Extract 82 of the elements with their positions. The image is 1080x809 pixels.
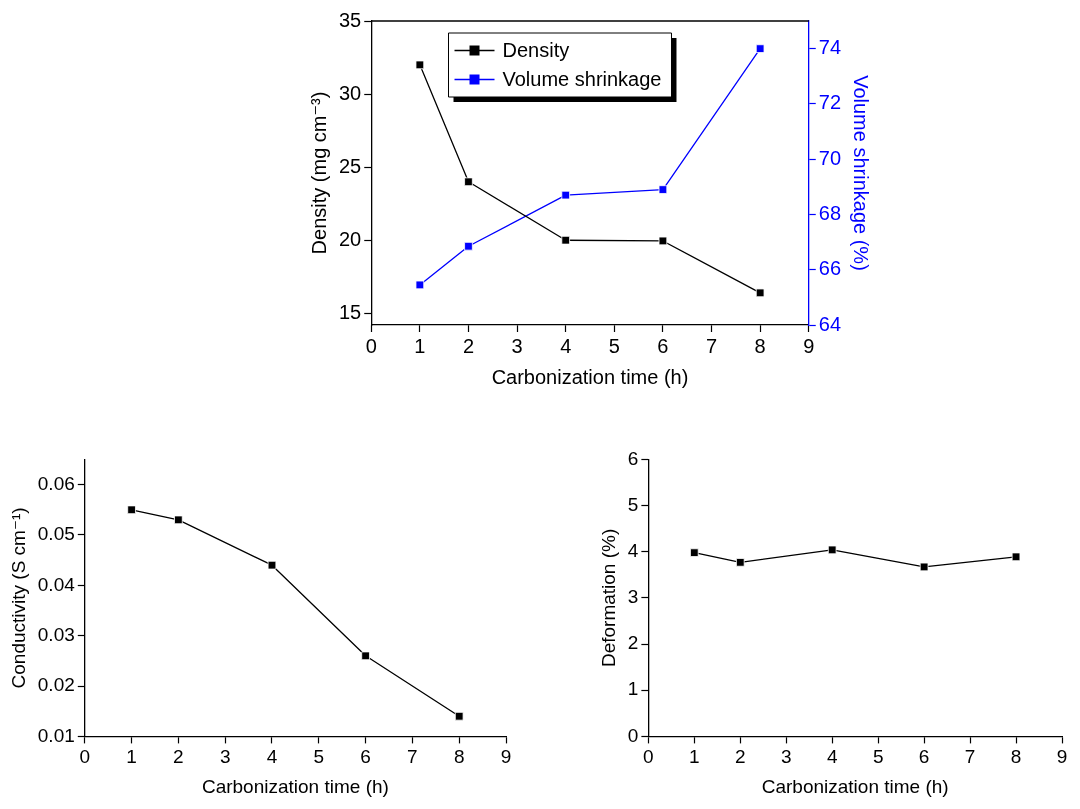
y-tick-label: 3 bbox=[627, 586, 639, 608]
x-tick-label: 8 bbox=[453, 746, 465, 768]
y-tick-label: 5 bbox=[627, 493, 639, 515]
x-tick-label: 6 bbox=[918, 746, 930, 768]
x-axis-title: Carbonization time (h) bbox=[761, 775, 949, 797]
point bbox=[1011, 552, 1021, 562]
x-axis-title: Carbonization time (h) bbox=[491, 365, 689, 388]
point bbox=[464, 177, 473, 187]
x-tick-label: 6 bbox=[657, 334, 669, 357]
y2-tick-label: 74 bbox=[818, 36, 841, 59]
y2-tick-label: 68 bbox=[818, 201, 841, 224]
y-tick-label: 1 bbox=[627, 678, 639, 700]
point bbox=[658, 185, 668, 194]
y-tick-label: 0.04 bbox=[37, 573, 76, 595]
point bbox=[919, 562, 929, 572]
x-tick-label: 2 bbox=[735, 746, 746, 768]
x-tick-label: 3 bbox=[219, 746, 231, 768]
point bbox=[454, 711, 464, 721]
y-axis-title: Density (mg cm⁻³) bbox=[307, 91, 330, 255]
x-tick-label: 4 bbox=[560, 334, 572, 357]
point bbox=[415, 60, 425, 70]
legend-label: Density bbox=[502, 39, 570, 62]
x-tick-label: 1 bbox=[689, 746, 700, 768]
y-tick-label: 15 bbox=[339, 300, 362, 323]
point bbox=[827, 545, 837, 555]
y-tick-label: 2 bbox=[627, 632, 639, 654]
point bbox=[267, 560, 277, 570]
point bbox=[755, 288, 765, 298]
x-tick-label: 5 bbox=[313, 746, 325, 768]
y-tick-label: 4 bbox=[627, 539, 639, 561]
x-tick-label: 7 bbox=[407, 746, 418, 768]
x-tick-label: 9 bbox=[803, 334, 815, 357]
x-tick-label: 1 bbox=[126, 746, 137, 768]
x-tick-label: 2 bbox=[462, 334, 475, 357]
x-tick-label: 0 bbox=[79, 746, 91, 768]
point bbox=[658, 236, 668, 246]
x-tick-label: 7 bbox=[964, 746, 976, 768]
y2-axis-title: Volume shrinkage (%) bbox=[850, 75, 873, 271]
x-tick-label: 7 bbox=[705, 334, 718, 357]
y-tick-label: 0.05 bbox=[37, 523, 75, 545]
point bbox=[736, 558, 745, 567]
point bbox=[755, 44, 765, 53]
x-axis-title: Carbonization time (h) bbox=[201, 775, 389, 797]
x-tick-label: 9 bbox=[500, 746, 512, 768]
y-tick-label: 30 bbox=[339, 81, 362, 104]
y2-tick-label: 70 bbox=[818, 146, 841, 169]
x-tick-label: 3 bbox=[780, 746, 792, 768]
point bbox=[415, 280, 425, 290]
x-tick-label: 1 bbox=[414, 334, 426, 357]
y-tick-label: 0.02 bbox=[37, 674, 75, 696]
x-tick-label: 2 bbox=[173, 746, 184, 768]
point bbox=[174, 515, 183, 525]
y-axis-title: Deformation (%) bbox=[597, 528, 619, 668]
y-tick-label: 6 bbox=[627, 447, 639, 469]
x-tick-label: 8 bbox=[754, 334, 766, 357]
y2-tick-label: 66 bbox=[818, 257, 841, 280]
legend-label: Volume shrinkage bbox=[502, 68, 662, 91]
point bbox=[464, 241, 473, 251]
y-tick-label: 0.01 bbox=[37, 724, 75, 746]
y-tick-label: 25 bbox=[339, 154, 362, 177]
x-tick-label: 9 bbox=[1056, 746, 1068, 768]
x-tick-label: 8 bbox=[1010, 746, 1022, 768]
y2-tick-label: 72 bbox=[818, 91, 841, 114]
x-tick-label: 0 bbox=[643, 746, 654, 768]
y2-tick-label: 64 bbox=[818, 312, 841, 335]
y-tick-label: 20 bbox=[339, 227, 362, 250]
point bbox=[127, 505, 136, 515]
point bbox=[561, 190, 570, 200]
y-tick-label: 0 bbox=[627, 724, 639, 746]
y-axis-title: Conductivity (S cm⁻¹) bbox=[7, 507, 29, 689]
point bbox=[561, 235, 570, 245]
x-tick-label: 4 bbox=[266, 746, 278, 768]
point bbox=[690, 548, 699, 557]
point bbox=[361, 651, 370, 661]
y-tick-label: 0.06 bbox=[37, 472, 75, 494]
x-tick-label: 5 bbox=[872, 746, 884, 768]
y-tick-label: 0.03 bbox=[37, 623, 75, 645]
x-tick-label: 0 bbox=[365, 334, 377, 357]
x-tick-label: 3 bbox=[511, 334, 523, 357]
x-tick-label: 5 bbox=[608, 334, 620, 357]
x-tick-label: 4 bbox=[826, 746, 838, 768]
y-tick-label: 35 bbox=[339, 8, 362, 31]
